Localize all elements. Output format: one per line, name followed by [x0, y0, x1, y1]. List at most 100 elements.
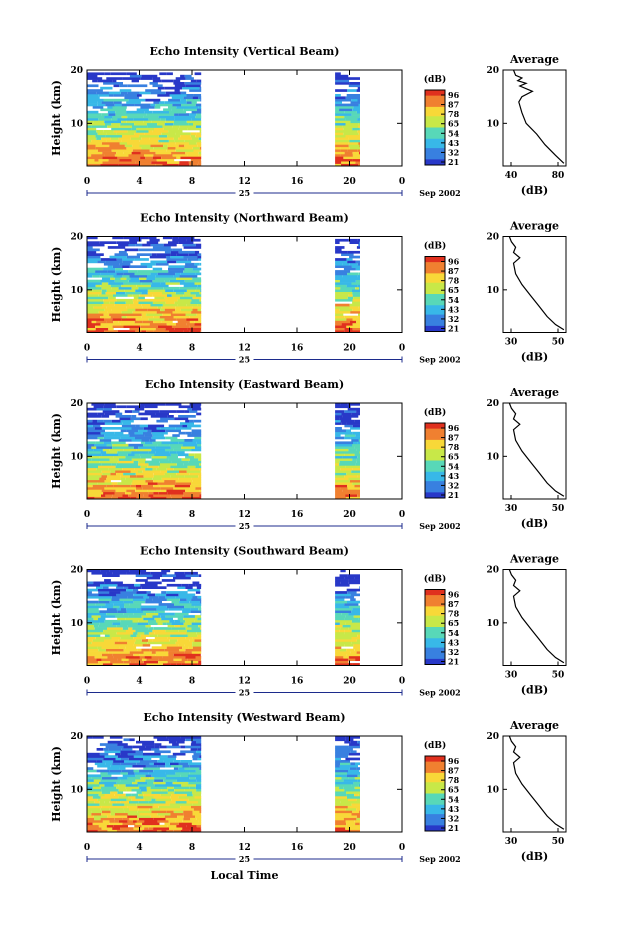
heatmap-cell	[189, 320, 195, 324]
colorbar-frame	[424, 589, 446, 665]
heatmap-cell	[125, 655, 140, 659]
heatmap-cell	[352, 301, 360, 304]
heatmap-cell	[344, 327, 353, 331]
colorbar-band	[425, 819, 445, 823]
heatmap-cell	[154, 631, 169, 635]
heatmap-cell	[357, 455, 360, 459]
heatmap-cell	[335, 827, 346, 830]
heatmap-cell	[181, 583, 189, 587]
heatmap-cell	[162, 125, 173, 128]
heatmap-cell	[115, 110, 127, 114]
heatmap-cell	[131, 158, 144, 162]
date-label-bg	[235, 188, 254, 197]
heatmap-cell	[196, 586, 202, 589]
heatmap-cell	[103, 313, 109, 316]
heatmap-cells	[87, 236, 360, 333]
heatmap-cell	[156, 403, 166, 406]
heatmap-cell	[131, 427, 138, 430]
heatmap-cell	[149, 322, 167, 326]
heatmap-cell	[183, 246, 202, 249]
heatmap-cell	[91, 641, 101, 645]
heatmap-cell	[358, 142, 360, 145]
heatmap-cell	[123, 472, 136, 476]
heatmap-cell	[99, 743, 118, 746]
heatmap-cell	[102, 448, 110, 452]
month-label: Sep 2002	[419, 188, 461, 198]
heatmap-cell	[123, 151, 132, 155]
heatmap-cell	[158, 595, 165, 599]
heatmap-cell	[87, 591, 92, 594]
heatmap-cell	[335, 595, 346, 599]
heatmap-cell	[132, 781, 138, 785]
heatmap-cell	[93, 120, 105, 124]
heatmap-cell	[351, 412, 360, 416]
heatmap-cell	[97, 482, 112, 485]
heatmap-cell	[175, 612, 189, 616]
heatmap-cell	[87, 286, 102, 290]
heatmap-cell	[155, 274, 174, 278]
heatmap-cell	[153, 146, 168, 150]
heatmap-cell	[87, 781, 99, 785]
heatmap-cell	[335, 284, 347, 288]
heatmap-cell	[100, 315, 111, 319]
heatmap-cell	[115, 752, 121, 756]
heatmap-cell	[183, 106, 199, 109]
heatmap-cell	[344, 788, 360, 792]
heatmap-cell	[344, 436, 351, 440]
heatmap-cell	[153, 736, 167, 739]
heatmap-cell	[116, 132, 135, 136]
heatmap-cell	[121, 815, 128, 818]
heatmap-cell	[95, 441, 104, 445]
heatmap-cell	[197, 663, 202, 666]
heatmap-cell	[339, 429, 346, 433]
heatmap-cell	[110, 277, 115, 280]
profile-line	[508, 735, 565, 830]
heatmap-cell	[113, 455, 126, 459]
heatmap-cell	[96, 91, 109, 95]
heatmap-cell	[352, 291, 360, 295]
heatmap-cell	[174, 571, 185, 575]
heatmap-cell	[138, 460, 145, 464]
heatmap-cell	[107, 475, 121, 478]
profile-y-tick-label: 20	[486, 66, 499, 76]
y-axis-label: Height (km)	[50, 247, 63, 323]
heatmap-cell	[104, 403, 116, 406]
heatmap-cell	[101, 291, 106, 295]
colorbar-band	[425, 810, 445, 813]
heatmap-cell	[134, 641, 148, 645]
heatmap-cell	[164, 479, 176, 483]
heatmap-cell	[112, 106, 127, 109]
heatmap-cell	[110, 764, 123, 768]
heatmap-cell	[160, 489, 167, 493]
heatmap-cell	[94, 427, 102, 430]
heatmap-cell	[157, 760, 164, 763]
heatmap-cell	[127, 127, 132, 131]
heatmap-cell	[163, 641, 176, 645]
heatmap-cell	[87, 583, 100, 587]
heatmap-cell	[87, 767, 94, 770]
heatmap-cell	[111, 308, 128, 312]
heatmap-cell	[166, 829, 174, 833]
heatmap-cell	[122, 134, 140, 138]
colorbar-tick-label: 43	[448, 804, 460, 814]
heatmap-cell	[335, 484, 347, 488]
heatmap-cell	[142, 306, 158, 309]
heatmap-cell	[97, 764, 111, 768]
heatmap-cell	[171, 793, 187, 797]
heatmap-cell	[345, 827, 360, 830]
heatmap-cell	[133, 118, 149, 121]
heatmap-cell	[346, 325, 360, 328]
heatmap-cell	[152, 298, 166, 302]
heatmap-cell	[111, 595, 128, 599]
colorbar-band	[425, 138, 445, 142]
heatmap-cell	[87, 769, 97, 773]
heatmap-cell	[144, 451, 149, 454]
heatmap-cell	[345, 595, 355, 599]
heatmap-cell	[335, 494, 346, 497]
heatmap-cell	[104, 318, 113, 321]
heatmap-cell	[158, 134, 168, 138]
heatmap-cell	[151, 120, 166, 124]
heatmap-cell	[175, 482, 191, 485]
heatmap-cell	[335, 796, 347, 799]
heatmap-cell	[341, 96, 346, 100]
